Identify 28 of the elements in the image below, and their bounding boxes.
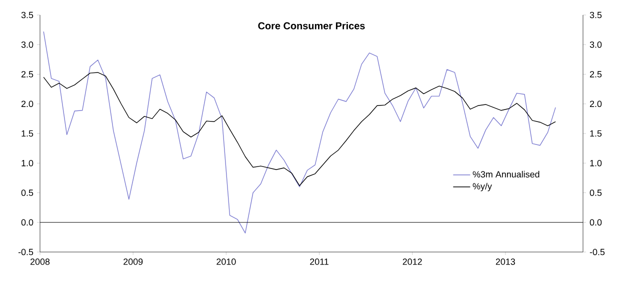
y2-tick-label: 2.0 xyxy=(590,100,602,108)
x-tick-label: 2013 xyxy=(496,258,516,265)
x-tick-label: 2011 xyxy=(310,258,328,265)
y-tick-label: 2.5 xyxy=(21,71,34,78)
legend-label: %y/y xyxy=(472,182,492,192)
y2-tick-label: 1.5 xyxy=(590,130,602,137)
y-tick-label: 3.0 xyxy=(21,41,34,48)
y2-tick-label: 3.0 xyxy=(590,41,602,48)
text: Core Consumer Prices xyxy=(258,22,365,30)
x-tick-label: 2010 xyxy=(216,258,236,265)
y-tick-label: -0.5 xyxy=(18,248,34,256)
y-tick-label: 1.5 xyxy=(22,130,34,137)
y2-tick-label: 3.5 xyxy=(590,12,602,18)
y2-tick-label: -0.5 xyxy=(590,248,605,256)
y2-tick-label: 0.5 xyxy=(590,190,602,196)
line-series xyxy=(43,31,556,234)
y2-tick-label: 1.0 xyxy=(590,160,602,166)
y-tick-label: 1.0 xyxy=(22,160,34,166)
y-tick-label: 2.0 xyxy=(21,100,34,108)
y-tick-label: 0.0 xyxy=(21,219,34,226)
x-tick-label: 2008 xyxy=(30,258,50,265)
x-tick-label: 2009 xyxy=(124,258,143,265)
x-tick-label: 2012 xyxy=(402,258,422,265)
y2-tick-label: 0.0 xyxy=(590,219,602,226)
legend-label: %3m Annualised xyxy=(472,170,540,178)
y-tick-label: 3.5 xyxy=(21,12,34,18)
y-tick-label: 0.5 xyxy=(21,190,34,196)
y2-tick-label: 2.5 xyxy=(590,71,602,78)
